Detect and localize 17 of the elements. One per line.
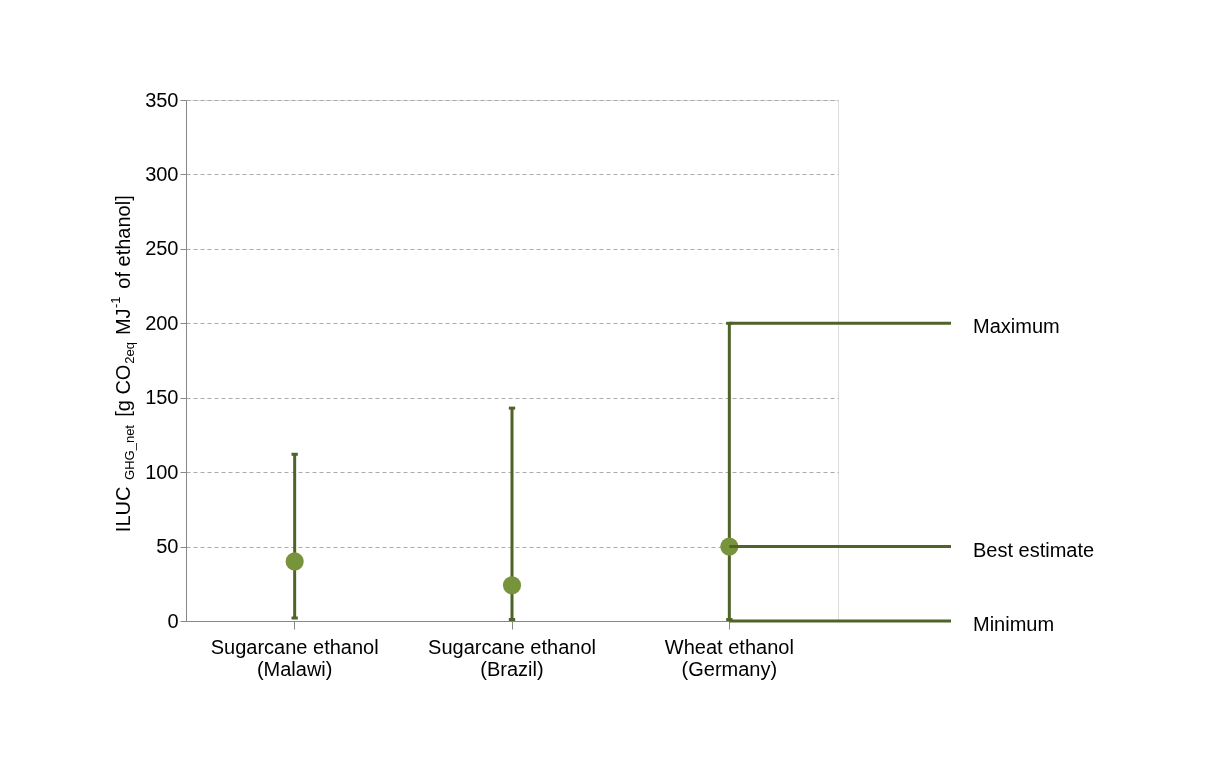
y-tick-label: 50 xyxy=(156,535,179,558)
annotation: Minimum xyxy=(973,613,1055,635)
y-tick-label: 0 xyxy=(167,609,179,632)
y-tick-label: 150 xyxy=(145,386,179,409)
y-tick-label: 350 xyxy=(145,88,179,111)
y-tick-label: 100 xyxy=(145,460,179,483)
y-tick-label: 300 xyxy=(145,162,179,185)
point xyxy=(285,552,304,571)
x-tick-label: Sugarcane ethanol (Malawi) xyxy=(210,635,379,680)
x-tick-label: Wheat ethanol (Germany) xyxy=(664,635,794,680)
annotation: Best estimate xyxy=(973,538,1095,561)
y-tick-label: 200 xyxy=(145,311,179,334)
annotation: Maximum xyxy=(973,315,1060,338)
y-tick-label: 250 xyxy=(145,237,179,260)
point xyxy=(502,576,522,595)
x-tick-label: Sugarcane ethanol (Brazil) xyxy=(428,635,596,680)
y-axis-title: ILUCGHG_net [g CO2eq MJ-1 of ethanol] xyxy=(108,195,137,533)
